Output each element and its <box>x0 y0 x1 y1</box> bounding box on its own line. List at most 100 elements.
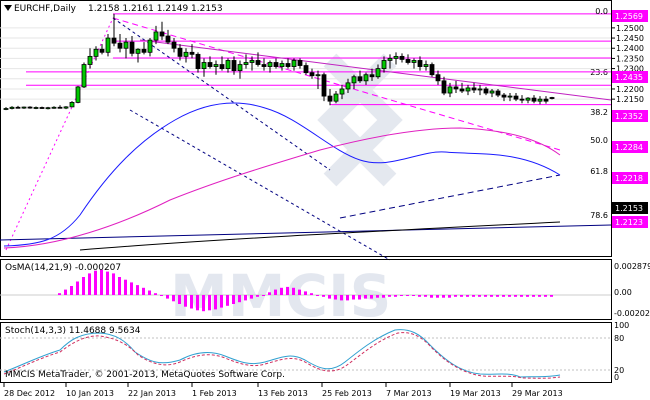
osma-bar <box>490 295 493 297</box>
fib-level-label: 61.8 <box>590 167 608 176</box>
osma-bar <box>508 295 511 297</box>
candle-body <box>81 64 87 88</box>
osma-tick-label: 0.002879 <box>614 262 650 271</box>
time-axis: 28 Dec 2012 10 Jan 2013 22 Jan 2013 1 Feb 2… <box>3 383 563 398</box>
candle-body <box>153 31 159 41</box>
price-badge <box>612 141 648 153</box>
candle-body <box>183 51 189 57</box>
price-badge <box>612 202 648 214</box>
osma-bar <box>364 295 367 299</box>
price-badge-label: 1.2352 <box>615 112 643 121</box>
candle-body <box>3 108 9 110</box>
candle-body <box>189 51 195 55</box>
candle-body <box>507 95 513 98</box>
candle-body <box>477 88 483 91</box>
osma-bar <box>136 285 139 295</box>
candle-body <box>399 55 405 60</box>
stoch-tick-label: 20 <box>614 366 624 375</box>
candle-body <box>207 62 213 67</box>
osma-histogram <box>0 269 611 312</box>
osma-bar <box>292 287 295 295</box>
candle-body <box>435 74 441 82</box>
osma-bar <box>100 269 103 295</box>
candle-body <box>513 95 519 100</box>
stoch-panel[interactable] <box>0 322 612 383</box>
osma-bar <box>166 295 169 299</box>
candle-body <box>225 60 231 70</box>
osma-bar <box>388 295 391 297</box>
stoch-tick-label: 100 <box>614 321 629 330</box>
osma-bar <box>280 287 283 295</box>
osma-bar <box>406 295 409 296</box>
candle-body <box>291 60 297 67</box>
candle-body <box>57 106 63 109</box>
ma-slow-line <box>3 127 561 249</box>
candle-body <box>141 48 147 53</box>
ohlc-label: 1.2158 1.2161 1.2149 1.2153 <box>88 4 223 14</box>
stoch-main-line <box>3 329 561 378</box>
osma-bar <box>172 295 175 302</box>
stoch-tick-label: 0 <box>614 373 619 382</box>
candle-body <box>339 88 345 95</box>
trend-line <box>339 174 561 219</box>
candle-body <box>471 87 477 91</box>
osma-bar <box>58 293 61 295</box>
osma-bar <box>466 295 469 297</box>
osma-bar <box>304 291 307 295</box>
osma-bar <box>178 295 181 304</box>
candle-body <box>39 107 45 109</box>
osma-axis: 0.002879 0.00 -0.00202 <box>614 262 650 318</box>
osma-bar <box>514 295 517 297</box>
osma-bar <box>124 279 127 295</box>
x-tick-label: 10 Jan 2013 <box>66 389 114 398</box>
osma-bar <box>220 295 223 308</box>
candle-body <box>357 76 363 82</box>
candle-body <box>297 60 303 66</box>
osma-bar <box>196 295 199 311</box>
candle-body <box>495 90 501 96</box>
candle-body <box>117 42 123 49</box>
trend-line <box>129 109 391 261</box>
price-tick-label: 1.2300 <box>616 65 644 74</box>
candle-body <box>261 64 267 67</box>
fib-level-label: 50.0 <box>590 136 608 145</box>
osma-bar <box>70 286 73 295</box>
price-tick-label: 1.2350 <box>616 54 644 63</box>
candle-body <box>99 48 105 53</box>
candle-body <box>123 41 129 49</box>
candle-body <box>129 41 135 54</box>
osma-bar <box>208 295 211 311</box>
candle-body <box>159 31 165 37</box>
price-badge <box>612 172 648 184</box>
osma-bar <box>130 282 133 295</box>
fib-level-label: 38.2 <box>590 108 608 117</box>
x-tick-label: 22 Jan 2013 <box>128 389 176 398</box>
candle-body <box>483 88 489 94</box>
x-tick-label: 25 Feb 2013 <box>322 389 372 398</box>
candlesticks[interactable] <box>3 13 555 111</box>
candle-body <box>87 55 93 65</box>
candle-body <box>459 88 465 92</box>
dropdown-arrow-icon[interactable] <box>4 5 12 11</box>
candle-body <box>417 60 423 67</box>
osma-bar <box>418 295 421 297</box>
osma-bar <box>496 295 499 297</box>
osma-bar <box>442 295 445 298</box>
fib-level-label: 23.6 <box>590 68 608 77</box>
candle-body <box>465 87 471 92</box>
stoch-lines <box>3 329 561 379</box>
price-badge-label: 1.2284 <box>615 143 643 152</box>
candle-body <box>537 98 543 102</box>
osma-bar <box>232 295 235 304</box>
osma-bar <box>376 295 379 298</box>
osma-bar <box>430 295 433 298</box>
candle-body <box>231 60 237 72</box>
stoch-signal-line <box>3 332 561 379</box>
candle-body <box>213 64 219 67</box>
candle-body <box>273 62 279 67</box>
stoch-axis: 100 80 200 <box>614 321 629 382</box>
osma-bar <box>544 295 547 297</box>
osma-bar <box>358 295 361 300</box>
osma-bar <box>448 295 451 298</box>
